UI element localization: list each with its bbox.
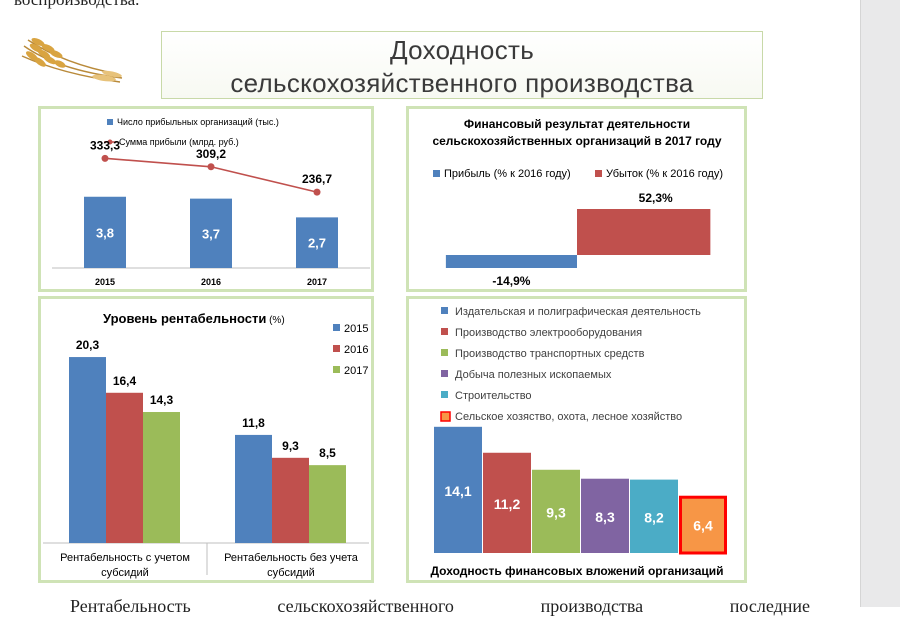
legend-label-2016: 2016 bbox=[344, 344, 368, 356]
bar-label-loss: 52,3% bbox=[639, 191, 673, 205]
bar-label-5: 6,4 bbox=[693, 517, 713, 533]
legend-swatch-profit bbox=[433, 170, 440, 177]
chart-title-main: Уровень рентабельности bbox=[103, 311, 266, 326]
bar-label-2015-1: 11,8 bbox=[242, 416, 265, 430]
x-tick-label: 2016 bbox=[201, 277, 221, 287]
panel-investment-returns: Издательская и полиграфическая деятельно… bbox=[406, 296, 747, 583]
bar-2016-1 bbox=[272, 457, 309, 543]
bar-2 bbox=[532, 469, 580, 553]
x-category-label: Рентабельность без учета bbox=[224, 552, 359, 564]
x-category-label: субсидий bbox=[267, 567, 315, 579]
legend-swatch-bars bbox=[107, 119, 113, 125]
profit-point-label-2015: 333,3 bbox=[90, 138, 120, 152]
legend-label-profit: Сумма прибыли (млрд. руб.) bbox=[119, 137, 239, 147]
document-text-fragment: воспроизводства. bbox=[14, 0, 139, 10]
chart-investment-returns: Издательская и полиграфическая деятельно… bbox=[430, 306, 727, 578]
legend-swatch-4 bbox=[441, 391, 448, 398]
bar-label-1: 11,2 bbox=[494, 496, 521, 512]
bar-label-4: 8,2 bbox=[644, 509, 664, 525]
legend-label-5: Сельское хозяство, охота, лесное хозяйст… bbox=[455, 411, 682, 423]
legend-swatch-1 bbox=[441, 328, 448, 335]
page-title: Доходность сельскохозяйственного произво… bbox=[161, 31, 763, 99]
panel-financial-result: Финансовый результат деятельности сельско… bbox=[406, 106, 747, 292]
x-category-label: Рентабельность с учетом bbox=[60, 552, 190, 564]
bar-2017-1 bbox=[309, 465, 346, 543]
legend-swatch-loss bbox=[595, 170, 602, 177]
bar-label-orgs-2015: 3,8 bbox=[96, 225, 114, 240]
legend-swatch-2016 bbox=[333, 345, 340, 352]
bar-label-3: 8,3 bbox=[595, 509, 615, 525]
profit-point-2016 bbox=[207, 163, 215, 171]
chart-profitable-organizations: Число прибыльных организаций (тыс.) Сумма… bbox=[52, 117, 370, 287]
legend-swatch-2015 bbox=[333, 324, 340, 331]
wheat-icon bbox=[18, 34, 128, 97]
legend-label-2015: 2015 bbox=[344, 323, 368, 335]
legend-swatch-3 bbox=[441, 370, 448, 377]
bar-label-2015-0: 20,3 bbox=[76, 338, 100, 352]
chart-financial-result: Финансовый результат деятельности сельско… bbox=[432, 117, 723, 288]
legend-label-4: Строительство bbox=[455, 390, 532, 402]
bar-2017-0 bbox=[143, 412, 180, 543]
bar-3 bbox=[581, 478, 629, 553]
bar-label-0: 14,1 bbox=[444, 483, 471, 499]
x-category-label: субсидий bbox=[101, 567, 149, 579]
legend-marker-profit bbox=[107, 139, 113, 145]
viewer-side-pane bbox=[860, 0, 900, 607]
bar-label-2017-0: 14,3 bbox=[150, 393, 174, 407]
x-tick-label: 2017 bbox=[307, 277, 327, 287]
legend-label-loss: Убыток (% к 2016 году) bbox=[606, 168, 723, 180]
bar-label-orgs-2017: 2,7 bbox=[308, 236, 326, 251]
chart-title: Доходность финансовых вложений организац… bbox=[430, 564, 723, 578]
panel-profitable-organizations: Число прибыльных организаций (тыс.) Сумма… bbox=[38, 106, 374, 292]
chart-profitability-level: Уровень рентабельности (%) 2015 2016 2017 20… bbox=[43, 311, 369, 579]
panel-profitability-level: Уровень рентабельности (%) 2015 2016 2017 20… bbox=[38, 296, 374, 583]
bar-label-2016-0: 16,4 bbox=[113, 374, 137, 388]
bar-2016-0 bbox=[106, 392, 143, 543]
profit-point-label-2016: 309,2 bbox=[196, 147, 226, 161]
chart-title: Уровень рентабельности (%) bbox=[103, 311, 285, 326]
bar-profit bbox=[445, 255, 577, 268]
profit-point-2015 bbox=[101, 154, 109, 162]
chart-title-unit: (%) bbox=[266, 315, 284, 326]
legend-swatch-2017 bbox=[333, 366, 340, 373]
bar-4 bbox=[630, 479, 678, 553]
x-tick-label: 2015 bbox=[95, 277, 115, 287]
title-line-1: Доходность bbox=[389, 35, 535, 65]
bar-1 bbox=[483, 452, 531, 553]
bar-0 bbox=[434, 426, 482, 553]
bar-orgs-2016 bbox=[190, 198, 232, 268]
legend-label-3: Добыча полезных ископаемых bbox=[455, 369, 612, 381]
legend-swatch-0 bbox=[441, 307, 448, 314]
legend-swatch-5 bbox=[440, 411, 451, 422]
legend-swatch-2 bbox=[441, 349, 448, 356]
profit-point-2017 bbox=[313, 188, 321, 196]
bar-label-2017-1: 8,5 bbox=[319, 446, 336, 460]
bar-label-orgs-2016: 3,7 bbox=[202, 226, 220, 241]
legend-label-2017: 2017 bbox=[344, 365, 368, 377]
chart-title-line-1: Финансовый результат деятельности bbox=[464, 117, 690, 131]
bar-5 bbox=[679, 495, 727, 555]
legend-label-0: Издательская и полиграфическая деятельно… bbox=[455, 306, 701, 318]
title-line-2: сельскохозяйственного производства bbox=[230, 68, 694, 98]
bar-loss bbox=[577, 209, 711, 255]
bar-orgs-2015 bbox=[84, 196, 126, 268]
chart-title-line-2: сельскохозяйственных организаций в 2017 … bbox=[432, 134, 721, 148]
bar-label-2016-1: 9,3 bbox=[282, 439, 299, 453]
bar-label-profit: -14,9% bbox=[492, 274, 530, 288]
legend-label-bars: Число прибыльных организаций (тыс.) bbox=[117, 117, 279, 127]
legend-label-profit: Прибыль (% к 2016 году) bbox=[444, 168, 571, 180]
bar-2015-1 bbox=[235, 434, 272, 543]
bar-orgs-2017 bbox=[296, 217, 338, 268]
bar-label-2: 9,3 bbox=[546, 504, 566, 520]
legend-label-2: Производство транспортных средств bbox=[455, 348, 645, 360]
legend-label-1: Производство электрооборудования bbox=[455, 327, 642, 339]
profit-point-label-2017: 236,7 bbox=[302, 172, 332, 186]
bar-2015-0 bbox=[69, 357, 106, 543]
